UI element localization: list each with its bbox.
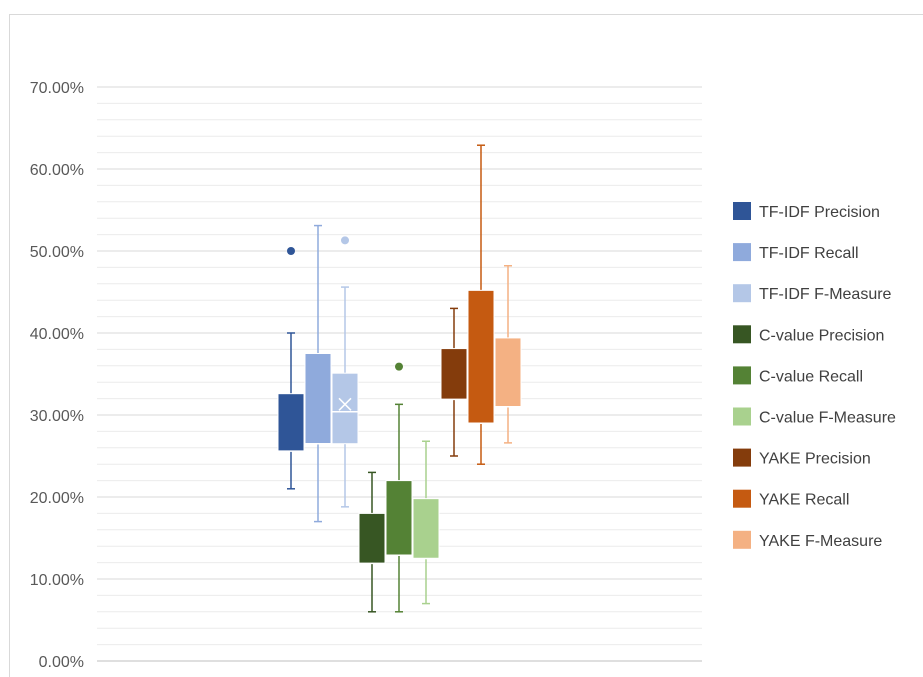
box-c-value-recall <box>385 362 413 613</box>
box-tf-idf-f-measure <box>331 236 359 508</box>
y-tick-label: 70.00% <box>30 80 84 97</box>
legend: TF-IDF Precision TF-IDF Recall TF-IDF F-Me… <box>733 202 896 550</box>
legend-label: TF-IDF F-Measure <box>759 286 892 303</box>
box-tf-idf-recall <box>304 224 332 523</box>
legend-swatch <box>733 284 751 303</box>
legend-label: C-value Recall <box>759 368 863 385</box>
box-tf-idf-precision <box>277 247 305 490</box>
legend-item: C-value Recall <box>733 366 863 385</box>
boxes <box>277 144 522 613</box>
y-axis: 0.00% 10.00% 20.00% 30.00% 40.00% 50.00% 60.00… <box>30 80 84 671</box>
box-yake-precision <box>440 307 468 457</box>
box-body <box>494 337 522 408</box>
box-body <box>304 353 332 445</box>
box-body <box>440 348 468 400</box>
y-tick-label: 10.00% <box>30 572 84 589</box>
box-yake-recall <box>467 144 495 465</box>
y-tick-label: 0.00% <box>39 654 84 671</box>
legend-swatch <box>733 530 751 549</box>
legend-swatch <box>733 325 751 344</box>
legend-item: TF-IDF Recall <box>733 243 859 262</box>
legend-item: YAKE Precision <box>733 448 871 468</box>
outlier-point <box>395 362 403 371</box>
box-body <box>467 289 495 424</box>
box-body <box>412 498 440 560</box>
legend-swatch <box>733 202 751 220</box>
outlier-point <box>287 247 295 255</box>
legend-item: C-value F-Measure <box>733 407 896 427</box>
box-c-value-f-measure <box>412 440 440 605</box>
box-body <box>358 512 386 564</box>
box-body <box>277 393 305 452</box>
legend-swatch <box>733 407 751 426</box>
legend-item: TF-IDF F-Measure <box>733 284 892 303</box>
legend-item: TF-IDF Precision <box>733 202 880 221</box>
box-body <box>385 480 413 556</box>
chart-frame <box>9 14 923 677</box>
legend-label: TF-IDF Recall <box>759 245 859 262</box>
box-yake-f-measure <box>494 265 522 444</box>
outlier-point <box>341 236 349 245</box>
legend-swatch <box>733 448 751 467</box>
legend-swatch <box>733 243 751 262</box>
legend-swatch <box>733 366 751 385</box>
legend-label: TF-IDF Precision <box>759 204 880 221</box>
legend-label: YAKE Recall <box>759 492 849 509</box>
y-tick-label: 60.00% <box>30 162 84 179</box>
legend-item: C-value Precision <box>733 325 884 344</box>
legend-item: YAKE F-Measure <box>733 530 882 550</box>
y-tick-label: 20.00% <box>30 490 84 507</box>
y-tick-label: 50.00% <box>30 244 84 261</box>
legend-swatch <box>733 489 751 508</box>
box-c-value-precision <box>358 471 386 613</box>
legend-label: YAKE F-Measure <box>759 533 882 550</box>
legend-item: YAKE Recall <box>733 489 849 509</box>
y-tick-label: 30.00% <box>30 408 84 425</box>
legend-label: C-value Precision <box>759 327 884 344</box>
mean-marker <box>338 397 352 411</box>
box-body <box>331 372 359 445</box>
y-tick-label: 40.00% <box>30 326 84 343</box>
legend-label: C-value F-Measure <box>759 410 896 427</box>
legend-label: YAKE Precision <box>759 451 871 468</box>
